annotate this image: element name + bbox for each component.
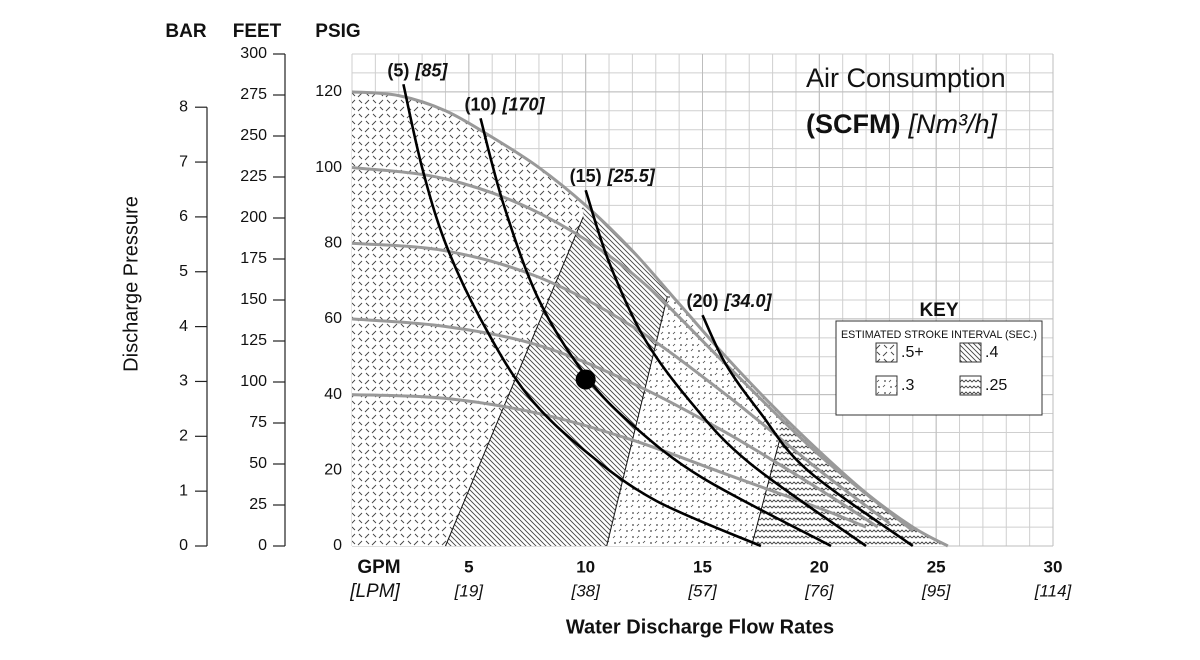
feet-tick-label: 0 <box>258 537 267 554</box>
air-curve-metric: [25.5] <box>607 166 656 186</box>
feet-header: FEET <box>233 21 282 42</box>
air-curve <box>584 189 867 548</box>
key: KEY ESTIMATED STROKE INTERVAL (SEC.) <box>835 300 1043 416</box>
feet-tick-label: 100 <box>240 373 267 390</box>
air-curve-label: (5) [85] <box>387 60 448 80</box>
feet-tick-label: 125 <box>240 332 267 349</box>
feet-tick-label: 50 <box>249 455 267 472</box>
feet-tick-label: 25 <box>249 496 267 513</box>
psig-header: PSIG <box>315 21 360 42</box>
bar-tick-label: 7 <box>179 153 188 170</box>
key-title: KEY <box>919 300 958 321</box>
air-curve-scfm: (10) <box>465 94 497 114</box>
air-curve-label: (10) [170] <box>465 94 546 114</box>
bar-tick-label: 1 <box>179 482 188 499</box>
x-tick-metric-label: [95] <box>921 581 952 600</box>
key-swatch <box>875 375 898 396</box>
air-curve-scfm: (15) <box>570 166 602 186</box>
x-tick-metric-label: [76] <box>804 581 835 600</box>
feet-tick-label: 75 <box>249 414 267 431</box>
feet-tick-label: 150 <box>240 291 267 308</box>
feet-tick-label: 250 <box>240 127 267 144</box>
x-tick-metric-label: [57] <box>687 581 718 600</box>
bar-tick-label: 0 <box>179 537 188 554</box>
key-label: .25 <box>985 377 1007 394</box>
pressure-curve <box>351 241 891 525</box>
air-curve-label: (15) [25.5] <box>570 166 656 186</box>
air-curve-metric: [34.0] <box>724 291 773 311</box>
pressure-curve <box>351 317 879 529</box>
title-units: (SCFM) [Nm³/h] <box>806 109 998 139</box>
feet-tick-label: 275 <box>240 86 267 103</box>
key-subtitle: ESTIMATED STROKE INTERVAL (SEC.) <box>841 329 1037 341</box>
key-swatch <box>959 375 982 396</box>
title-unit: (SCFM) <box>806 109 900 139</box>
feet-tick-label: 175 <box>240 250 267 267</box>
x-unit-metric: [LPM] <box>349 581 400 602</box>
feet-tick-label: 300 <box>240 45 267 62</box>
y-tick-label: 100 <box>315 159 342 176</box>
x-tick-label: 10 <box>576 557 595 576</box>
feet-tick-label: 200 <box>240 209 267 226</box>
y-tick-label: 0 <box>333 537 342 554</box>
key-label: .4 <box>985 344 998 361</box>
key-label: .3 <box>901 377 914 394</box>
stroke-boundary <box>606 296 668 547</box>
y-tick-label: 120 <box>315 83 342 100</box>
bar-tick-label: 4 <box>179 318 188 335</box>
chart-title: Air Consumption <box>806 63 1006 93</box>
x-tick-label: 5 <box>464 557 473 576</box>
key-swatch <box>875 342 898 363</box>
bar-tick-label: 6 <box>179 208 188 225</box>
bar-header: BAR <box>165 21 206 42</box>
bar-tick-label: 5 <box>179 263 188 280</box>
key-box <box>835 320 1043 416</box>
pressure-curve <box>351 166 914 533</box>
air-curve-scfm: (20) <box>687 291 719 311</box>
air-curve-metric: [170] <box>502 94 546 114</box>
x-axis-label: Water Discharge Flow Rates <box>566 616 834 638</box>
x-tick-label: 20 <box>810 557 829 576</box>
bar-tick-label: 2 <box>179 428 188 445</box>
stroke-region <box>352 91 584 546</box>
x-tick-label: 15 <box>693 557 712 576</box>
x-tick-label: 25 <box>927 557 946 576</box>
x-unit: GPM <box>357 557 400 578</box>
bar-tick-label: 8 <box>179 98 188 115</box>
feet-tick-label: 225 <box>240 168 267 185</box>
stroke-boundary <box>445 216 584 547</box>
x-tick-metric-label: [114] <box>1034 581 1073 600</box>
y-tick-label: 80 <box>324 234 342 251</box>
air-curve <box>701 314 914 548</box>
air-curve-metric: [85] <box>414 60 448 80</box>
y-tick-label: 20 <box>324 462 342 479</box>
air-curve-label: (20) [34.0] <box>687 291 773 311</box>
y-axis-label: Discharge Pressure <box>120 196 142 372</box>
y-tick-label: 40 <box>324 386 342 403</box>
title-unit-metric: [Nm³/h] <box>907 109 998 139</box>
operating-point <box>575 369 596 390</box>
key-swatch <box>959 342 982 363</box>
x-tick-metric-label: [19] <box>454 581 485 600</box>
x-tick-metric-label: [38] <box>570 581 601 600</box>
air-curve <box>402 83 762 548</box>
bar-tick-label: 3 <box>179 373 188 390</box>
y-tick-label: 60 <box>324 310 342 327</box>
pressure-curve <box>351 393 867 529</box>
air-curve-scfm: (5) <box>387 60 409 80</box>
x-tick-label: 30 <box>1044 557 1063 576</box>
curves <box>351 83 949 548</box>
key-label: .5+ <box>901 344 924 361</box>
stroke-boundary <box>751 439 781 547</box>
